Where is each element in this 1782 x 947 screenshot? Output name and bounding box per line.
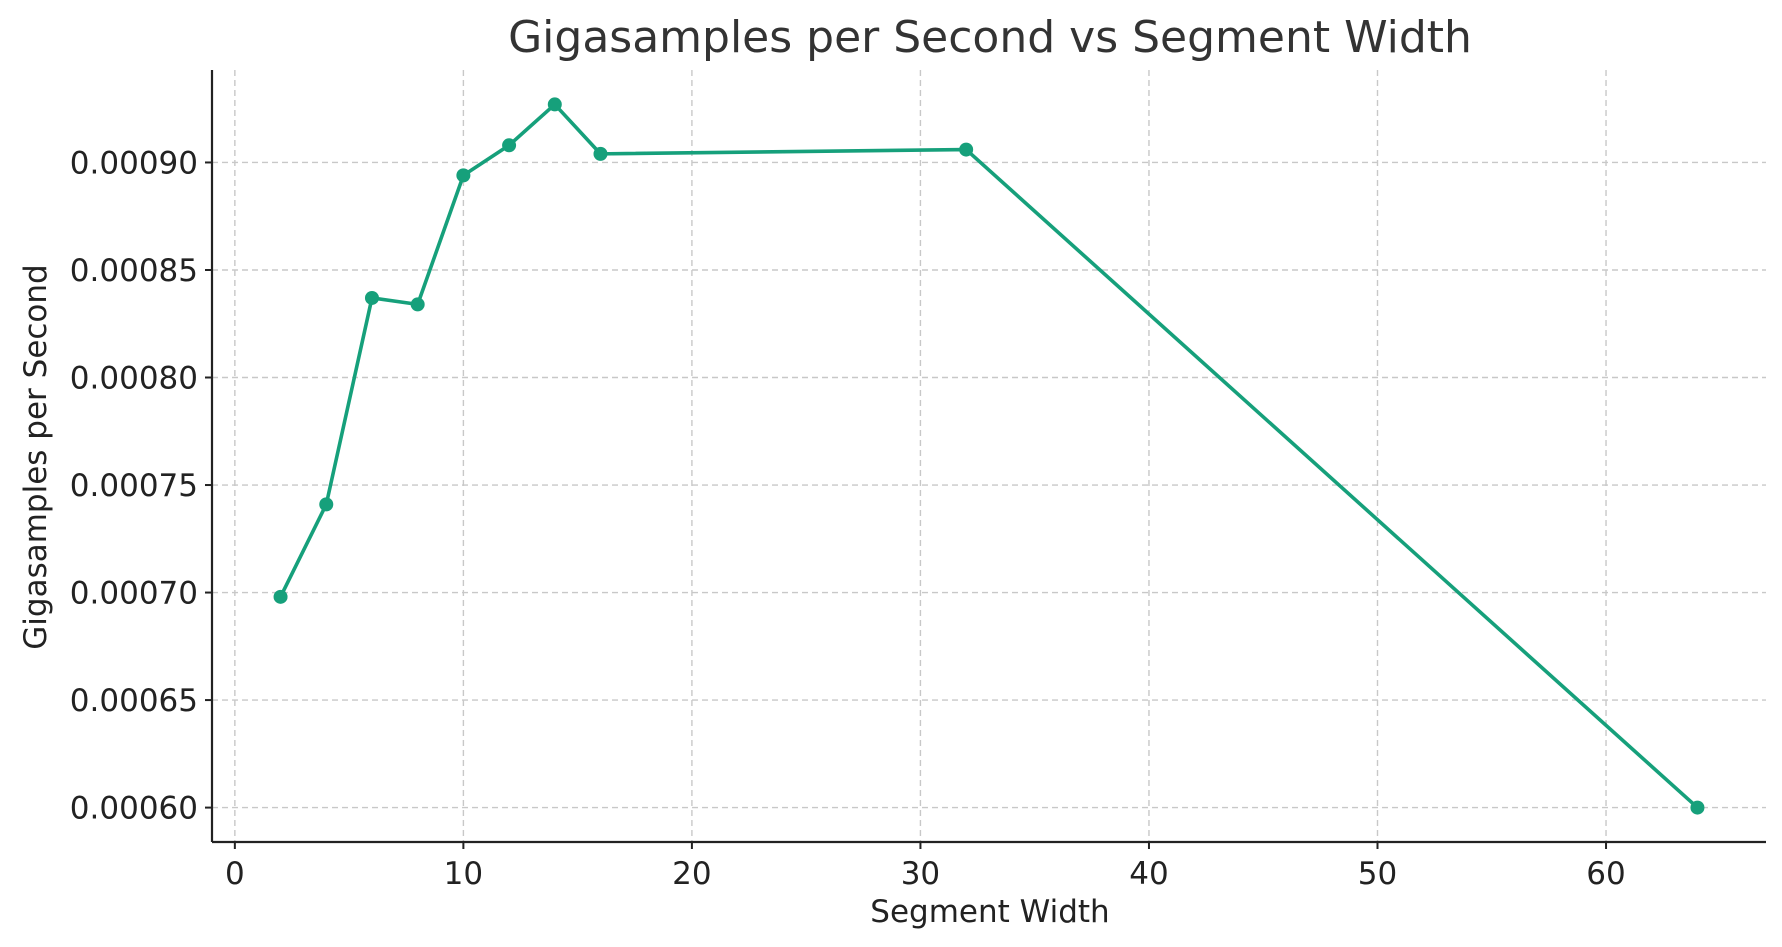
series-group	[273, 97, 1705, 815]
data-point	[319, 497, 334, 512]
data-point	[273, 589, 288, 604]
x-tick-label: 0	[225, 856, 245, 892]
data-point	[410, 297, 425, 312]
series	[273, 97, 1705, 815]
y-tick-label: 0.00070	[70, 576, 198, 612]
x-tick-label: 60	[1586, 856, 1625, 892]
data-point	[959, 142, 974, 157]
data-point	[1690, 800, 1705, 815]
x-tick-label: 20	[672, 856, 711, 892]
series-line	[278, 102, 1700, 810]
x-tick-label: 40	[1129, 856, 1168, 892]
data-point	[547, 97, 562, 112]
x-tick-label: 30	[901, 856, 940, 892]
y-tick-label: 0.00080	[70, 361, 198, 397]
tick-labels: 0 10 20 30 40 50 60 0.00060 0.00065 0.00070 0.0007…	[70, 145, 1626, 892]
x-axis-label: Segment Width	[870, 894, 1109, 930]
y-tick-label: 0.00090	[70, 145, 198, 181]
chart-title: Gigasamples per Second vs Segment Width	[508, 12, 1472, 63]
data-point	[593, 146, 608, 161]
grid	[212, 70, 1766, 842]
y-tick-label: 0.00065	[70, 683, 198, 719]
data-point	[502, 138, 517, 153]
y-tick-label: 0.00075	[70, 468, 198, 504]
x-tick-label: 10	[444, 856, 483, 892]
y-tick-label: 0.00060	[70, 791, 198, 827]
y-axis-label: Gigasamples per Second	[18, 264, 54, 649]
data-point	[456, 168, 471, 183]
x-tick-label: 50	[1358, 856, 1397, 892]
axes	[205, 70, 1766, 849]
data-point	[364, 290, 379, 305]
y-tick-label: 0.00085	[70, 253, 198, 289]
